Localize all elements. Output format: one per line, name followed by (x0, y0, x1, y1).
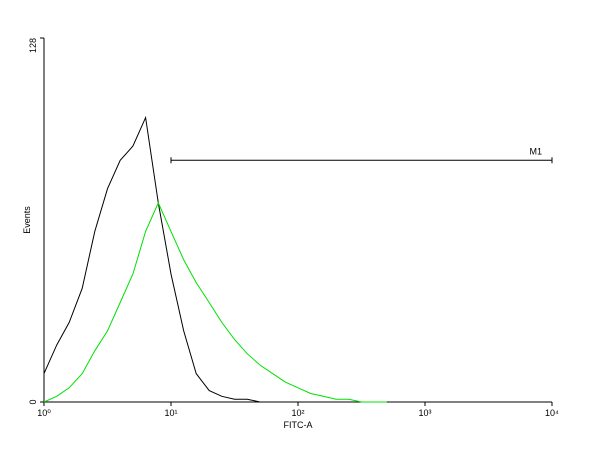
y-tick-label: 0 (28, 399, 38, 404)
series-line (43, 115, 387, 403)
series-line (43, 201, 387, 403)
marker-label: M1 (529, 146, 542, 156)
x-axis-label: FITC-A (284, 420, 313, 430)
y-axis-label: Events (22, 206, 32, 234)
x-tick-label: 10³ (418, 408, 431, 418)
x-tick-label: 10² (291, 408, 304, 418)
x-tick-label: 10⁰ (37, 408, 51, 418)
x-tick-label: 10¹ (164, 408, 177, 418)
x-tick-label: 10⁴ (545, 408, 559, 418)
y-tick-label: 128 (28, 38, 38, 53)
